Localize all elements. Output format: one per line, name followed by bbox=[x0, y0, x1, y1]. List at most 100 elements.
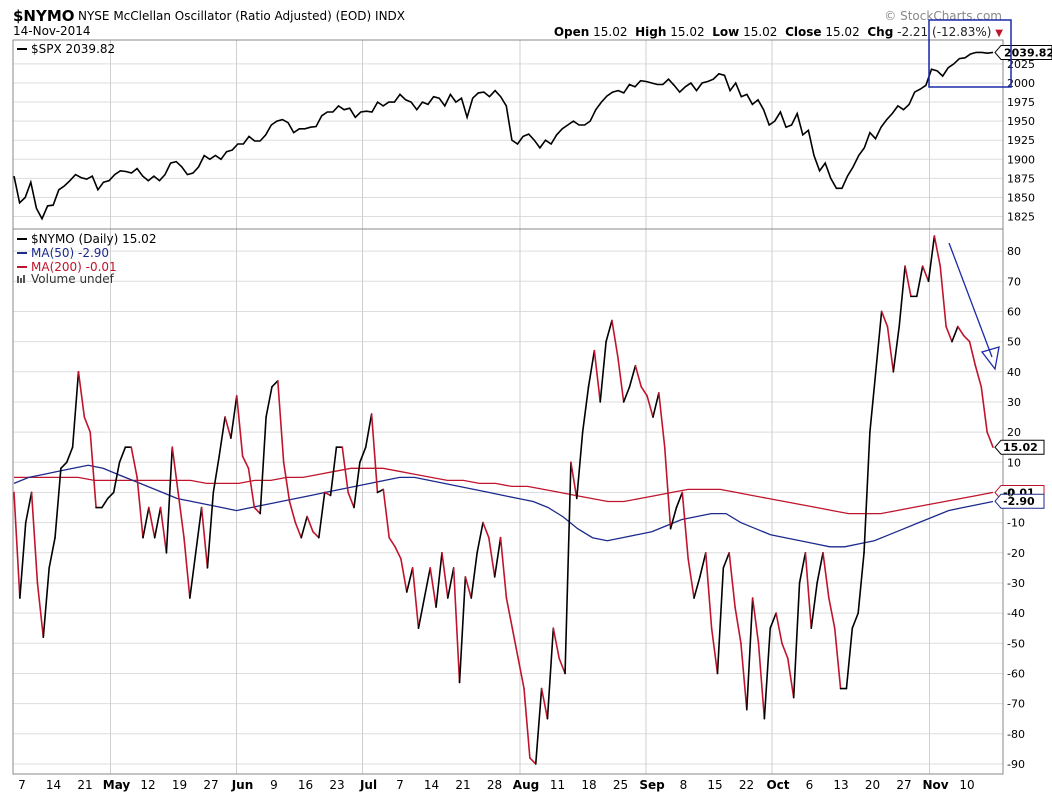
nymo-segment bbox=[194, 506, 203, 554]
xtick-label: 7 bbox=[18, 778, 26, 792]
nymo-segment bbox=[558, 657, 566, 675]
spx-last-value-label: 2039.82 bbox=[1004, 46, 1052, 59]
nymo-segment bbox=[945, 325, 953, 343]
nymo-ytick-label: 70 bbox=[1007, 275, 1021, 288]
xtick-label: 14 bbox=[46, 778, 61, 792]
nymo-segment bbox=[83, 416, 92, 433]
nymo-segment bbox=[575, 431, 584, 500]
xtick-label: 22 bbox=[739, 778, 754, 792]
spx-ytick-label: 1850 bbox=[1007, 191, 1035, 204]
nymo-ytick-label: -80 bbox=[1007, 728, 1025, 741]
nymo-segment bbox=[634, 364, 643, 388]
nymo-segment bbox=[148, 506, 156, 539]
nymo-segment bbox=[364, 413, 373, 449]
nymo-segment bbox=[962, 334, 971, 343]
ma50-line bbox=[13, 464, 994, 548]
nymo-segment bbox=[851, 612, 859, 630]
low-label: Low bbox=[712, 25, 740, 39]
nymo-segment bbox=[564, 461, 572, 675]
open-value: 15.02 bbox=[593, 25, 628, 39]
down-triangle-icon: ▼ bbox=[995, 28, 1003, 39]
nymo-segment bbox=[587, 349, 596, 388]
nymo-segment bbox=[253, 506, 262, 515]
nymo-segment bbox=[652, 392, 660, 418]
nymo-ytick-label: 10 bbox=[1007, 456, 1021, 469]
nymo-segment bbox=[939, 265, 947, 328]
nymo-segment bbox=[792, 582, 801, 699]
xtick-label: Oct bbox=[766, 778, 789, 792]
nymo-ytick-label: 30 bbox=[1007, 396, 1021, 409]
nymo-segment bbox=[669, 506, 678, 530]
nymo-segment bbox=[388, 536, 396, 548]
nymo-segment bbox=[48, 536, 56, 569]
nymo-segment bbox=[60, 461, 68, 470]
nymo-segment bbox=[921, 265, 930, 283]
nymo-segment bbox=[159, 506, 168, 554]
nymo-ytick-label: -90 bbox=[1007, 758, 1025, 771]
nymo-segment bbox=[781, 642, 789, 660]
nymo-segment bbox=[511, 627, 519, 660]
nymo-segment bbox=[101, 497, 109, 509]
nymo-segment bbox=[874, 310, 883, 373]
nymo-ytick-label: 0 bbox=[1007, 486, 1014, 499]
spx-price-line bbox=[13, 51, 994, 221]
nymo-segment bbox=[470, 551, 478, 599]
nymo-segment bbox=[65, 446, 74, 464]
nymo-segment bbox=[869, 370, 877, 433]
nymo-segment bbox=[745, 597, 754, 711]
xtick-label: 9 bbox=[270, 778, 278, 792]
nymo-segment bbox=[863, 431, 871, 554]
nymo-segment bbox=[441, 551, 449, 599]
nymo-segment bbox=[880, 310, 889, 328]
nymo-segment bbox=[13, 491, 21, 599]
nymo-ytick-label: 50 bbox=[1007, 336, 1021, 349]
nymo-segment bbox=[886, 325, 895, 373]
nymo-segment bbox=[552, 627, 560, 660]
volume-legend-text: Volume undef bbox=[31, 272, 115, 286]
spx-ytick-label: 2000 bbox=[1007, 77, 1035, 90]
nymo-segment bbox=[200, 506, 209, 569]
ma200-legend-text: MA(200) -0.01 bbox=[31, 260, 117, 274]
nymo-segment bbox=[605, 319, 613, 343]
chg-value: -2.21 bbox=[897, 25, 929, 39]
volume-legend-swatch bbox=[17, 276, 19, 283]
spx-ytick-label: 1875 bbox=[1007, 172, 1035, 185]
nymo-segment bbox=[271, 380, 279, 388]
xtick-label: 23 bbox=[329, 778, 344, 792]
nymo-segment bbox=[259, 416, 267, 515]
nymo-segment bbox=[464, 576, 473, 599]
nymo-ytick-label: -20 bbox=[1007, 547, 1025, 560]
nymo-segment bbox=[106, 491, 115, 500]
xtick-label: 11 bbox=[550, 778, 565, 792]
xtick-label: 7 bbox=[396, 778, 404, 792]
xtick-label: 10 bbox=[959, 778, 974, 792]
xtick-label: 13 bbox=[833, 778, 848, 792]
xtick-label: 14 bbox=[424, 778, 439, 792]
nymo-segment bbox=[915, 265, 924, 298]
annotation-arrow-head bbox=[980, 346, 1000, 371]
nymo-segment bbox=[288, 500, 297, 524]
nymo-segment bbox=[593, 349, 602, 403]
ma50-value-label: -2.90 bbox=[1003, 495, 1035, 508]
xtick-label: 16 bbox=[298, 778, 313, 792]
chg-pct: (-12.83%) bbox=[932, 25, 992, 39]
nymo-segment bbox=[892, 325, 901, 373]
nymo-ytick-label: -60 bbox=[1007, 667, 1025, 680]
nymo-segment bbox=[787, 657, 795, 699]
chg-label: Chg bbox=[867, 25, 894, 39]
nymo-segment bbox=[833, 627, 842, 690]
nymo-segment bbox=[933, 235, 942, 268]
nymo-segment bbox=[957, 325, 965, 337]
nymo-segment bbox=[429, 567, 437, 608]
nymo-ytick-label: 40 bbox=[1007, 366, 1021, 379]
nymo-segment bbox=[212, 455, 220, 494]
xtick-label: 19 bbox=[172, 778, 187, 792]
nymo-segment bbox=[359, 446, 367, 464]
nymo-segment bbox=[927, 235, 936, 283]
annotation-arrow-shaft bbox=[948, 242, 993, 358]
nymo-segment bbox=[611, 319, 619, 358]
nymo-segment bbox=[77, 370, 86, 418]
nymo-segment bbox=[488, 536, 496, 578]
nymo-segment bbox=[476, 521, 484, 554]
